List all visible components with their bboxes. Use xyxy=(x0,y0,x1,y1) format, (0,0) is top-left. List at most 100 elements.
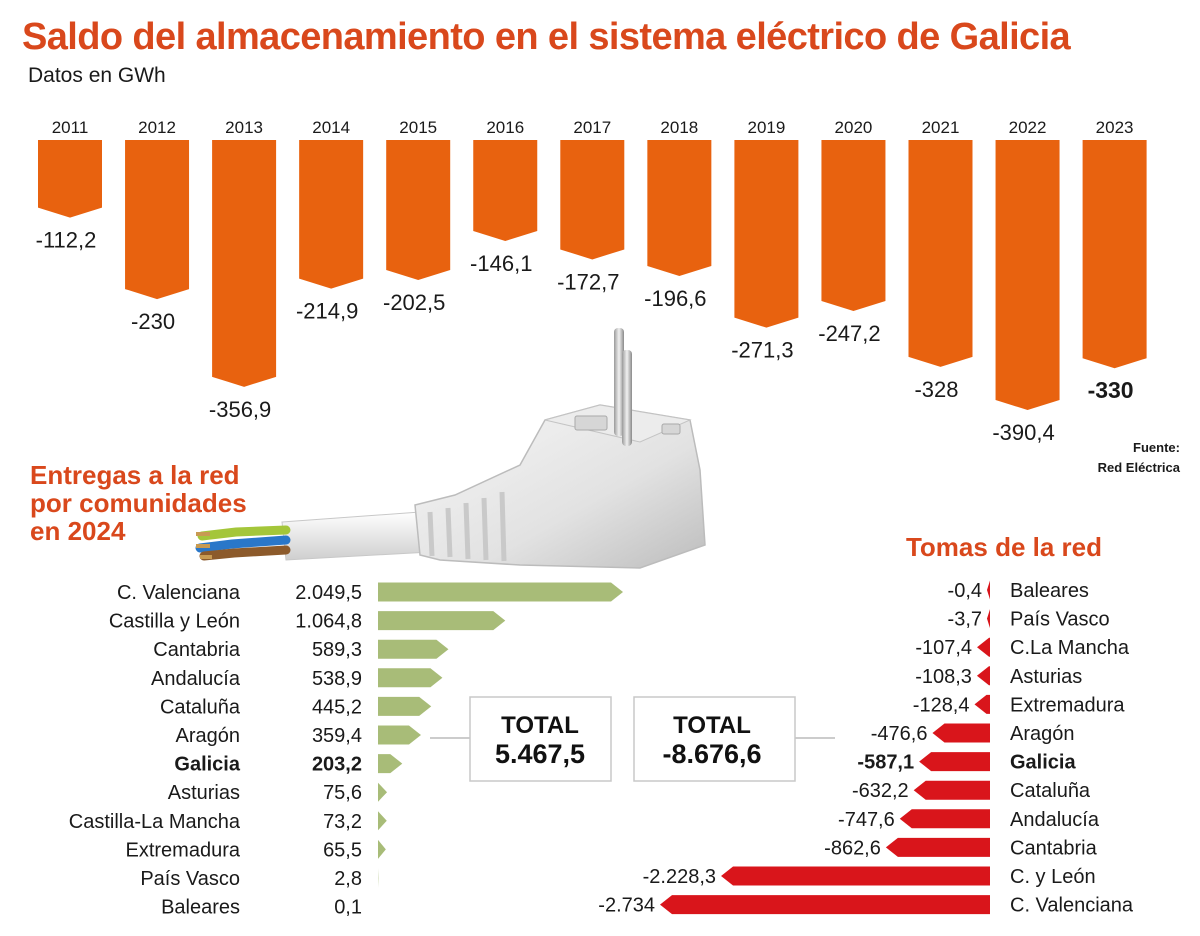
year-label: 2018 xyxy=(660,118,698,137)
deliveries-total-frame xyxy=(469,696,612,782)
withdrawal-value-label: -108,3 xyxy=(915,666,972,688)
year-bar xyxy=(212,140,277,387)
withdrawal-bar xyxy=(660,895,990,915)
year-bar xyxy=(38,140,102,218)
withdrawal-region-label: C.La Mancha xyxy=(1010,637,1130,659)
withdrawal-bar xyxy=(919,752,990,772)
year-label: 2012 xyxy=(138,118,176,137)
withdrawal-value-label: -587,1 xyxy=(857,752,914,774)
withdrawal-value-label: -476,6 xyxy=(871,723,928,745)
delivery-bar xyxy=(378,611,506,631)
year-label: 2017 xyxy=(573,118,611,137)
year-bar xyxy=(821,140,886,311)
plug-rib xyxy=(427,511,435,557)
delivery-bar xyxy=(378,725,421,745)
delivery-value-label: 0,1 xyxy=(334,897,362,919)
year-bar xyxy=(473,140,538,242)
plug-earth-clip xyxy=(661,423,681,435)
year-label: 2020 xyxy=(835,118,873,137)
delivery-bar xyxy=(378,582,623,602)
year-value-label: -247,2 xyxy=(818,321,880,346)
withdrawal-region-label: Asturias xyxy=(1010,666,1082,688)
withdrawal-value-label: -2.734 xyxy=(598,895,655,917)
withdrawal-region-label: Galicia xyxy=(1010,752,1076,774)
year-value-label: -390,4 xyxy=(992,420,1054,445)
year-bar xyxy=(734,140,799,328)
withdrawal-bar xyxy=(987,580,990,600)
withdrawals-heading: Tomas de la red xyxy=(906,532,1102,562)
delivery-value-label: 203,2 xyxy=(312,754,362,776)
delivery-region-label: Cataluña xyxy=(160,696,241,718)
year-label: 2023 xyxy=(1096,118,1134,137)
year-bar xyxy=(299,140,364,289)
year-value-label: -271,3 xyxy=(731,338,793,363)
withdrawal-value-label: -107,4 xyxy=(915,637,972,659)
withdrawals-total-frame xyxy=(633,696,796,782)
withdrawals-chart: -0,4 Baleares -3,7 País Vasco -107,4 C.La Man… xyxy=(598,580,1134,917)
withdrawal-value-label: -747,6 xyxy=(838,809,895,831)
year-bar xyxy=(560,140,625,260)
delivery-region-label: Extremadura xyxy=(126,839,241,861)
year-bar xyxy=(125,140,190,300)
year-label: 2022 xyxy=(1009,118,1047,137)
delivery-value-label: 589,3 xyxy=(312,639,362,661)
withdrawal-region-label: Cataluña xyxy=(1010,780,1091,802)
plug-earth-clip xyxy=(574,415,608,431)
year-value-label: -196,6 xyxy=(644,286,706,311)
delivery-region-label: Baleares xyxy=(161,897,240,919)
withdrawal-bar xyxy=(932,723,990,743)
withdrawal-region-label: Baleares xyxy=(1010,580,1089,602)
plug-rib xyxy=(463,502,471,560)
delivery-bar xyxy=(378,696,432,716)
year-bar xyxy=(908,140,973,367)
delivery-value-label: 65,5 xyxy=(323,839,362,861)
delivery-value-label: 359,4 xyxy=(312,725,362,747)
withdrawal-region-label: C. y León xyxy=(1010,866,1096,888)
delivery-value-label: 2.049,5 xyxy=(295,582,362,604)
year-label: 2014 xyxy=(312,118,350,137)
withdrawals-total-label: TOTAL xyxy=(673,712,751,739)
page-subtitle: Datos en GWh xyxy=(28,64,166,87)
deliveries-total-box: TOTAL 5.467,5 xyxy=(430,696,612,782)
withdrawal-value-label: -632,2 xyxy=(852,780,909,802)
delivery-region-label: Asturias xyxy=(168,782,240,804)
plug-wire-blue xyxy=(195,535,291,553)
withdrawals-total-value: -8.676,6 xyxy=(662,739,761,769)
withdrawal-value-label: -2.228,3 xyxy=(643,866,716,888)
year-value-label: -202,5 xyxy=(383,290,445,315)
delivery-bar xyxy=(378,668,443,688)
year-bar xyxy=(1082,140,1147,369)
year-bar xyxy=(995,140,1060,410)
deliveries-heading-line-1: Entregas a la red xyxy=(30,460,240,490)
year-label: 2019 xyxy=(747,118,785,137)
withdrawal-value-label: -128,4 xyxy=(913,694,970,716)
plug-rib xyxy=(481,497,489,561)
plug-rib xyxy=(499,491,507,562)
withdrawal-bar xyxy=(974,694,990,714)
withdrawal-bar xyxy=(899,809,990,829)
withdrawal-value-label: -3,7 xyxy=(948,609,982,631)
delivery-region-label: Aragón xyxy=(176,725,241,747)
plug-body xyxy=(414,404,706,569)
delivery-value-label: 2,8 xyxy=(334,868,362,890)
delivery-region-label: Castilla-La Mancha xyxy=(69,811,241,833)
withdrawal-region-label: Andalucía xyxy=(1010,809,1100,831)
deliveries-total-value: 5.467,5 xyxy=(495,739,585,769)
withdrawal-bar xyxy=(721,866,990,886)
delivery-region-label: País Vasco xyxy=(140,868,240,890)
delivery-value-label: 445,2 xyxy=(312,696,362,718)
deliveries-chart: C. Valenciana 2.049,5 Castilla y León 1.064… xyxy=(69,582,623,919)
year-value-label: -330 xyxy=(1088,377,1134,403)
deliveries-total-label: TOTAL xyxy=(501,712,579,739)
plug-rib xyxy=(445,507,453,558)
delivery-value-label: 75,6 xyxy=(323,782,362,804)
withdrawal-region-label: Cantabria xyxy=(1010,837,1098,859)
delivery-region-label: Cantabria xyxy=(153,639,241,661)
annual-balance-chart: 2011 -112,2 2012 -230 2013 -356,9 2014 -214,9 20… xyxy=(36,118,1147,445)
year-value-label: -112,2 xyxy=(36,228,97,253)
delivery-region-label: Galicia xyxy=(174,754,240,776)
year-value-label: -172,7 xyxy=(557,269,619,294)
withdrawal-bar xyxy=(885,837,990,857)
year-label: 2011 xyxy=(52,118,89,137)
